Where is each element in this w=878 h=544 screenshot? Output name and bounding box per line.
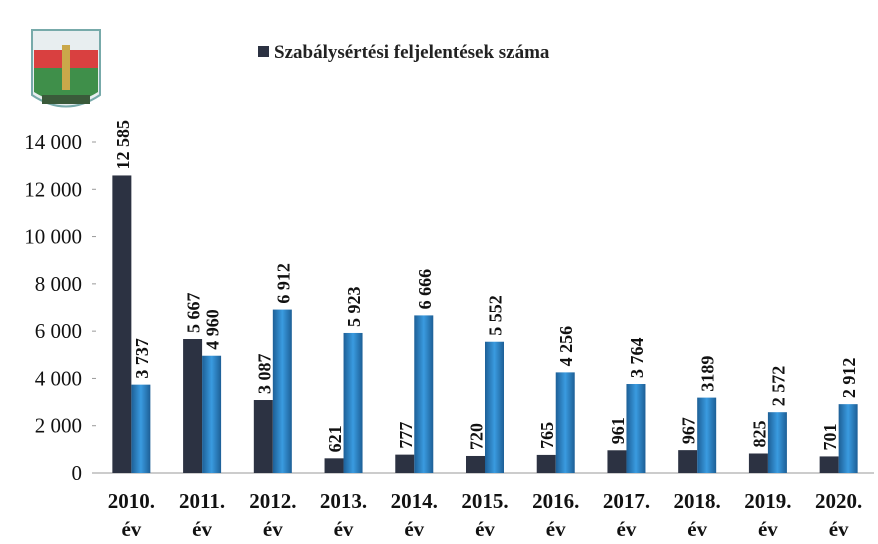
bar bbox=[819, 456, 839, 473]
bar bbox=[112, 175, 132, 473]
value-label: 3189 bbox=[698, 356, 718, 392]
x-tick-label: 2010. év bbox=[107, 489, 155, 541]
bar bbox=[626, 384, 646, 473]
value-label: 720 bbox=[467, 423, 487, 450]
bar bbox=[202, 355, 222, 473]
bar bbox=[536, 454, 556, 473]
x-tick-label: 2012. év bbox=[249, 489, 297, 541]
x-tick-label: 2016. év bbox=[532, 489, 580, 541]
bar bbox=[466, 455, 485, 473]
y-tick-label: 10 000 bbox=[24, 225, 82, 249]
x-tick-label: 2014. év bbox=[390, 489, 438, 541]
value-label: 765 bbox=[537, 422, 557, 449]
bar bbox=[395, 454, 415, 473]
legend-label: Szabálysértési feljelentések száma bbox=[274, 42, 550, 63]
value-label: 5 667 bbox=[184, 293, 204, 334]
x-tick-label: 2011. év bbox=[179, 489, 226, 541]
value-label: 6 666 bbox=[415, 269, 435, 310]
value-label: 3 764 bbox=[627, 338, 647, 379]
value-label: 777 bbox=[396, 422, 416, 449]
y-tick-label: 12 000 bbox=[24, 177, 82, 201]
bar bbox=[253, 400, 273, 473]
value-label: 5 552 bbox=[486, 295, 506, 336]
bar bbox=[555, 372, 575, 473]
x-tick-label: 2015. év bbox=[461, 489, 509, 541]
value-label: 4 960 bbox=[203, 309, 223, 350]
y-tick-label: 0 bbox=[72, 461, 83, 485]
value-label: 961 bbox=[608, 417, 628, 444]
value-label: 4 256 bbox=[556, 326, 576, 367]
y-tick-label: 4 000 bbox=[35, 366, 82, 390]
bar bbox=[131, 384, 151, 473]
bar bbox=[485, 341, 504, 473]
bar bbox=[324, 458, 344, 473]
x-tick-label: 2013. év bbox=[319, 489, 368, 541]
value-label: 3 737 bbox=[132, 338, 152, 379]
value-label: 701 bbox=[820, 423, 840, 450]
y-tick-label: 8 000 bbox=[35, 272, 82, 296]
bar bbox=[697, 397, 717, 473]
value-label: 6 912 bbox=[273, 263, 293, 304]
y-tick-label: 14 000 bbox=[24, 130, 82, 154]
bar bbox=[748, 453, 768, 473]
legend-swatch bbox=[258, 46, 269, 57]
value-label: 967 bbox=[679, 417, 699, 444]
bar bbox=[767, 412, 787, 473]
value-label: 2 572 bbox=[768, 366, 788, 407]
value-label: 3 087 bbox=[254, 354, 274, 395]
x-tick-label: 2019. év bbox=[744, 489, 792, 541]
bar bbox=[607, 450, 627, 473]
value-label: 825 bbox=[749, 420, 769, 447]
bar bbox=[183, 339, 203, 473]
value-label: 2 912 bbox=[839, 358, 859, 399]
x-tick-label: 2020. év bbox=[815, 489, 863, 541]
y-tick-label: 6 000 bbox=[35, 319, 82, 343]
x-tick-label: 2018. év bbox=[673, 489, 721, 541]
value-label: 621 bbox=[325, 425, 345, 452]
bar bbox=[343, 332, 363, 473]
bar bbox=[414, 315, 434, 473]
bar bbox=[838, 404, 858, 473]
x-tick-label: 2017. év bbox=[602, 489, 651, 541]
bar bbox=[678, 450, 698, 473]
police-logo bbox=[31, 29, 101, 108]
value-label: 12 585 bbox=[113, 120, 133, 170]
y-tick-label: 2 000 bbox=[35, 414, 82, 438]
bar bbox=[272, 309, 292, 473]
value-label: 5 923 bbox=[344, 286, 364, 327]
